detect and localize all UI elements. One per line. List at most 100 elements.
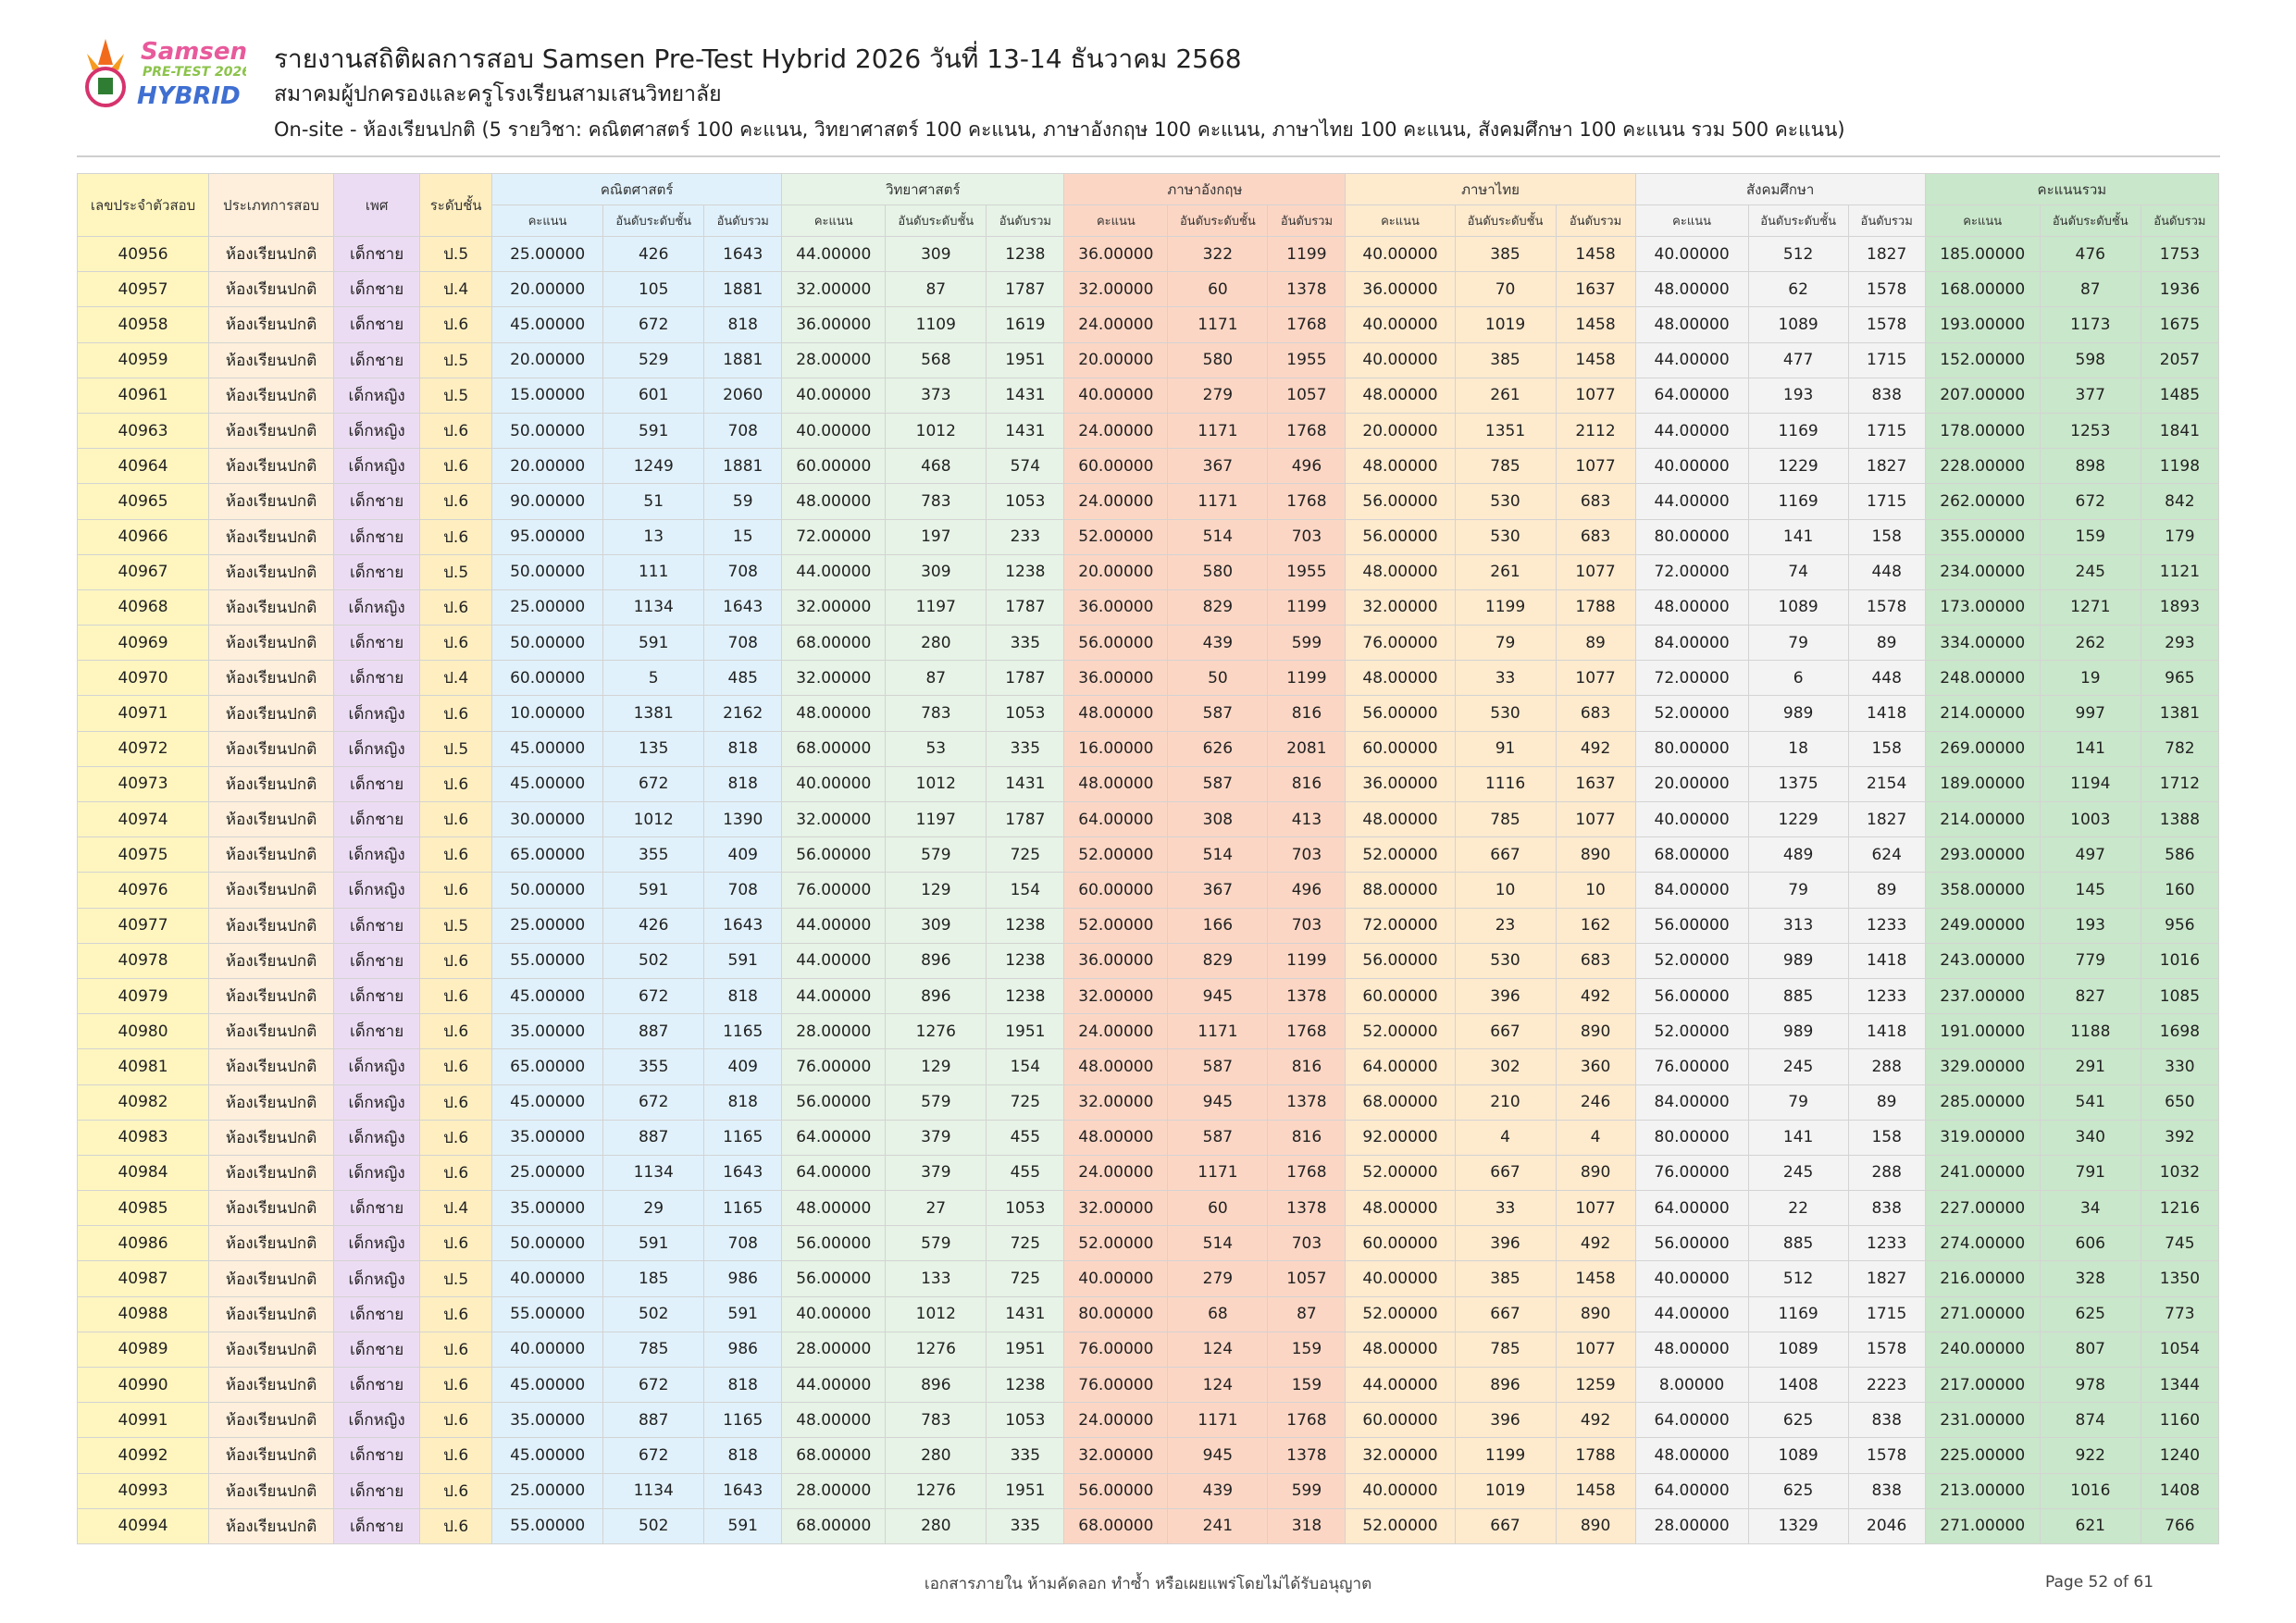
cell-exam-type: ห้องเรียนปกติ: [208, 1366, 335, 1404]
cell-science-grade-rank: 783: [885, 1402, 987, 1439]
cell-social-overall-rank: 1827: [1847, 235, 1926, 273]
cell-grade-level: ป.5: [419, 341, 493, 378]
cell-exam-type: ห้องเรียนปกติ: [208, 1331, 335, 1369]
cell-total-score: 231.00000: [1924, 1402, 2041, 1439]
cell-english-score: 36.00000: [1063, 660, 1169, 697]
report-subtitle: สมาคมผู้ปกครองและครูโรงเรียนสามเสนวิทยาล…: [274, 82, 722, 106]
cell-social-grade-rank: 79: [1747, 1084, 1849, 1121]
cell-total-score: 269.00000: [1924, 730, 2041, 767]
cell-thai-overall-rank: 1788: [1555, 588, 1636, 626]
cell-thai-grade-rank: 530: [1454, 942, 1557, 979]
cell-grade-level: ป.6: [419, 872, 493, 909]
cell-math-grade-rank: 591: [602, 1225, 705, 1262]
cell-english-overall-rank: 1378: [1267, 271, 1347, 308]
cell-math-score: 95.00000: [491, 518, 604, 555]
cell-total-overall-rank: 1753: [2140, 235, 2220, 273]
cell-math-grade-rank: 672: [602, 1084, 705, 1121]
cell-math-score: 10.00000: [491, 695, 604, 732]
page-number: Page 52 of 61: [2045, 1573, 2154, 1592]
cell-social-grade-rank: 1169: [1747, 483, 1849, 520]
cell-math-grade-rank: 591: [602, 872, 705, 909]
cell-english-grade-rank: 68: [1167, 1295, 1269, 1332]
cell-science-overall-rank: 335: [986, 1437, 1065, 1474]
cell-math-grade-rank: 591: [602, 625, 705, 662]
cell-science-overall-rank: 1238: [986, 553, 1065, 590]
cell-thai-overall-rank: 890: [1555, 1154, 1636, 1192]
cell-science-grade-rank: 87: [885, 271, 987, 308]
cell-total-grade-rank: 476: [2039, 235, 2141, 273]
cell-math-overall-rank: 818: [703, 765, 783, 803]
table-row: 40964 ห้องเรียนปกติ เด็กหญิง ป.6 20.00000 124…: [76, 448, 2220, 485]
cell-science-grade-rank: 133: [885, 1260, 987, 1297]
cell-thai-grade-rank: 261: [1454, 377, 1557, 414]
cell-total-grade-rank: 598: [2039, 341, 2141, 378]
cell-total-overall-rank: 330: [2140, 1048, 2220, 1085]
cell-exam-type: ห้องเรียนปกติ: [208, 1260, 335, 1297]
cell-english-score: 60.00000: [1063, 448, 1169, 485]
cell-math-overall-rank: 1643: [703, 235, 783, 273]
cell-exam-id: 40975: [76, 836, 210, 873]
cell-science-overall-rank: 1431: [986, 765, 1065, 803]
cell-math-overall-rank: 591: [703, 1507, 783, 1544]
cell-grade-level: ป.6: [419, 412, 493, 450]
cell-science-score: 64.00000: [781, 1119, 887, 1156]
cell-exam-type: ห้องเรียนปกติ: [208, 1190, 335, 1227]
cell-social-grade-rank: 1169: [1747, 412, 1849, 450]
cell-english-score: 24.00000: [1063, 412, 1169, 450]
cell-total-overall-rank: 1085: [2140, 977, 2220, 1015]
cell-english-score: 20.00000: [1063, 553, 1169, 590]
cell-science-grade-rank: 1197: [885, 588, 987, 626]
cell-math-overall-rank: 708: [703, 872, 783, 909]
cell-total-overall-rank: 1121: [2140, 553, 2220, 590]
cell-total-grade-rank: 997: [2039, 695, 2141, 732]
cell-social-overall-rank: 838: [1847, 1472, 1926, 1509]
subheader-science-score: คะแนน: [781, 204, 887, 237]
cell-science-overall-rank: 1238: [986, 907, 1065, 944]
cell-social-overall-rank: 1827: [1847, 800, 1926, 838]
cell-math-score: 25.00000: [491, 1154, 604, 1192]
cell-gender: เด็กชาย: [333, 800, 421, 838]
cell-thai-grade-rank: 1199: [1454, 1437, 1557, 1474]
cell-science-grade-rank: 373: [885, 377, 987, 414]
table-row: 40959 ห้องเรียนปกติ เด็กชาย ป.5 20.00000 529 1…: [76, 341, 2220, 378]
cell-english-score: 36.00000: [1063, 942, 1169, 979]
cell-science-overall-rank: 1787: [986, 800, 1065, 838]
cell-science-score: 56.00000: [781, 1084, 887, 1121]
cell-science-score: 68.00000: [781, 730, 887, 767]
cell-total-overall-rank: 1016: [2140, 942, 2220, 979]
cell-math-grade-rank: 5: [602, 660, 705, 697]
cell-social-overall-rank: 1233: [1847, 1225, 1926, 1262]
cell-thai-overall-rank: 89: [1555, 625, 1636, 662]
cell-grade-level: ป.5: [419, 553, 493, 590]
samsen-hybrid-logo: Samsen PRE-TEST 2026 HYBRID: [80, 33, 251, 111]
cell-english-grade-rank: 60: [1167, 1190, 1269, 1227]
cell-english-grade-rank: 945: [1167, 1437, 1269, 1474]
cell-thai-score: 72.00000: [1345, 907, 1456, 944]
cell-exam-id: 40974: [76, 800, 210, 838]
cell-social-overall-rank: 89: [1847, 872, 1926, 909]
cell-gender: เด็กชาย: [333, 235, 421, 273]
cell-grade-level: ป.6: [419, 1013, 493, 1050]
cell-gender: เด็กชาย: [333, 1013, 421, 1050]
cell-science-score: 48.00000: [781, 695, 887, 732]
cell-gender: เด็กหญิง: [333, 1260, 421, 1297]
cell-social-grade-rank: 62: [1747, 271, 1849, 308]
cell-social-score: 84.00000: [1634, 1084, 1749, 1121]
table-row: 40958 ห้องเรียนปกติ เด็กชาย ป.6 45.00000 672 8…: [76, 306, 2220, 343]
svg-text:HYBRID: HYBRID: [137, 82, 241, 110]
cell-social-grade-rank: 1169: [1747, 1295, 1849, 1332]
cell-science-overall-rank: 1951: [986, 1331, 1065, 1369]
cell-science-score: 40.00000: [781, 377, 887, 414]
cell-english-score: 24.00000: [1063, 306, 1169, 343]
cell-english-grade-rank: 60: [1167, 271, 1269, 308]
cell-science-overall-rank: 335: [986, 730, 1065, 767]
cell-total-grade-rank: 1194: [2039, 765, 2141, 803]
cell-total-grade-rank: 874: [2039, 1402, 2141, 1439]
cell-science-grade-rank: 197: [885, 518, 987, 555]
cell-thai-score: 60.00000: [1345, 1402, 1456, 1439]
cell-total-grade-rank: 145: [2039, 872, 2141, 909]
cell-thai-score: 52.00000: [1345, 1154, 1456, 1192]
cell-exam-type: ห้องเรียนปกติ: [208, 235, 335, 273]
cell-social-overall-rank: 1578: [1847, 271, 1926, 308]
table-row: 40961 ห้องเรียนปกติ เด็กหญิง ป.5 15.00000 601…: [76, 377, 2220, 414]
